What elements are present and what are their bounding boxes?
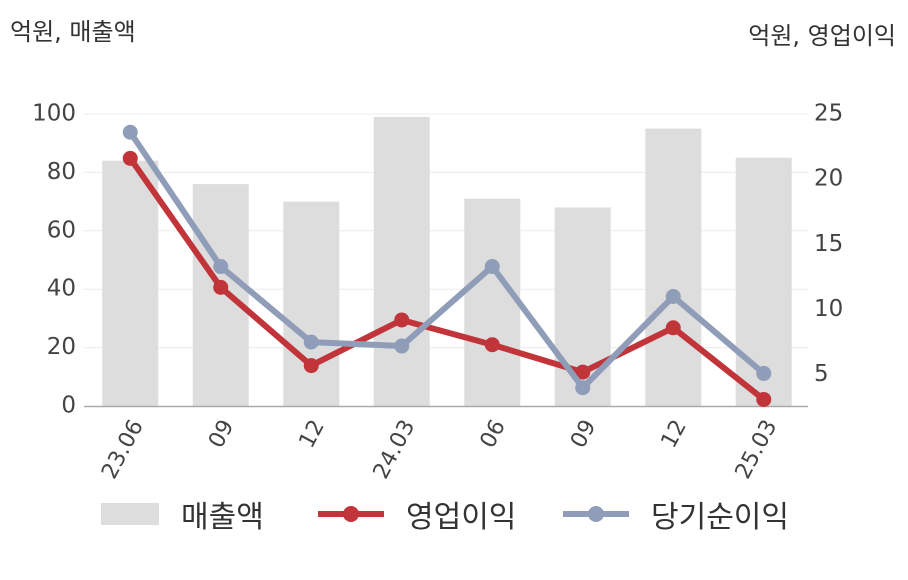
bar-sales — [192, 184, 249, 406]
x-tick-label: 12 — [295, 416, 330, 452]
bar-sales — [102, 160, 159, 406]
series-line-0 — [127, 155, 767, 403]
x-tick-label: 24.03 — [369, 416, 421, 483]
legend-line-swatch-operating-profit — [318, 503, 384, 525]
x-tick-label: 06 — [476, 416, 511, 452]
series-point-1 — [303, 334, 319, 350]
x-tick-label: 12 — [657, 416, 692, 452]
legend-line-swatch-net-income — [563, 503, 629, 525]
series-point-1 — [484, 259, 500, 275]
y-left-tick-label: 60 — [47, 217, 76, 243]
legend-label-operating-profit: 영업이익 — [406, 500, 517, 535]
y-right-tick-label: 20 — [814, 166, 843, 192]
series-point-0 — [665, 320, 681, 336]
legend-label-sales: 매출액 — [181, 500, 264, 535]
chart-area: 23.06 09 12 24.03 06 09 12 25.03 0 20 40 60 80 100 5… — [32, 101, 843, 484]
bar-sales — [735, 157, 792, 406]
y-right-tick-label: 15 — [814, 231, 843, 257]
series-point-0 — [394, 312, 410, 328]
series-point-1 — [213, 259, 229, 275]
bar-sales — [283, 201, 340, 406]
bar-sales — [645, 128, 702, 406]
series-point-1 — [394, 338, 410, 354]
legend-item-operating-profit: 영업이익 — [318, 492, 516, 536]
legend-label-net-income: 당기순이익 — [651, 500, 789, 535]
legend-item-net-income: 당기순이익 — [563, 492, 789, 536]
series-point-0 — [756, 391, 772, 407]
series-point-1 — [665, 289, 681, 304]
series-point-0 — [575, 364, 591, 380]
y-left-tick-label: 80 — [47, 159, 76, 185]
y-right-tick-label: 10 — [814, 296, 843, 322]
x-tick-label: 23.06 — [97, 416, 149, 483]
y-left-tick-label: 0 — [61, 393, 76, 419]
x-tick-label: 25.03 — [731, 416, 783, 483]
bar-sales — [373, 116, 430, 407]
bar-sales — [464, 198, 521, 406]
series-point-1 — [756, 365, 772, 381]
series-point-0 — [122, 150, 138, 166]
x-tick-label: 09 — [566, 416, 601, 452]
y-left-tick-label: 40 — [47, 276, 76, 302]
series-point-0 — [213, 279, 229, 295]
series-point-0 — [484, 337, 500, 353]
x-tick-label: 09 — [204, 416, 239, 452]
legend-item-sales: 매출액 — [101, 492, 264, 536]
right-axis-unit: 억원, 영업이익 — [748, 22, 896, 50]
series-point-0 — [303, 358, 319, 374]
series-line-1 — [127, 129, 767, 391]
y-left-tick-label: 20 — [47, 334, 76, 360]
y-right-tick-label: 25 — [814, 101, 843, 127]
left-axis-unit: 억원, 매출액 — [10, 18, 136, 46]
legend: 매출액 영업이익 당기순이익 — [0, 492, 908, 536]
legend-bar-swatch — [101, 503, 159, 525]
y-right-tick-label: 5 — [814, 361, 829, 387]
series-point-1 — [122, 124, 138, 140]
series-point-1 — [575, 380, 591, 396]
y-left-tick-label: 100 — [32, 101, 76, 127]
